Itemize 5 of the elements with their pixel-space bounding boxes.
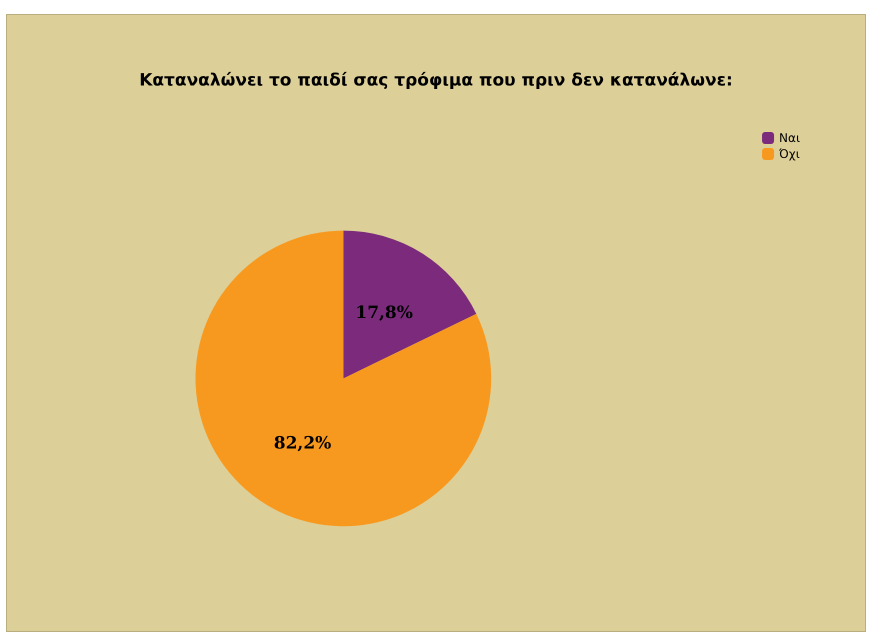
data-label: 17,8%: [355, 303, 413, 324]
chart-title: Καταναλώνει το παιδί σας τρόφιμα που πριν δεν κατανάλωνε:: [139, 70, 733, 90]
legend-label: Ναι: [779, 131, 800, 145]
data-label: 82,2%: [274, 434, 332, 454]
legend-label: Όχι: [778, 147, 800, 161]
